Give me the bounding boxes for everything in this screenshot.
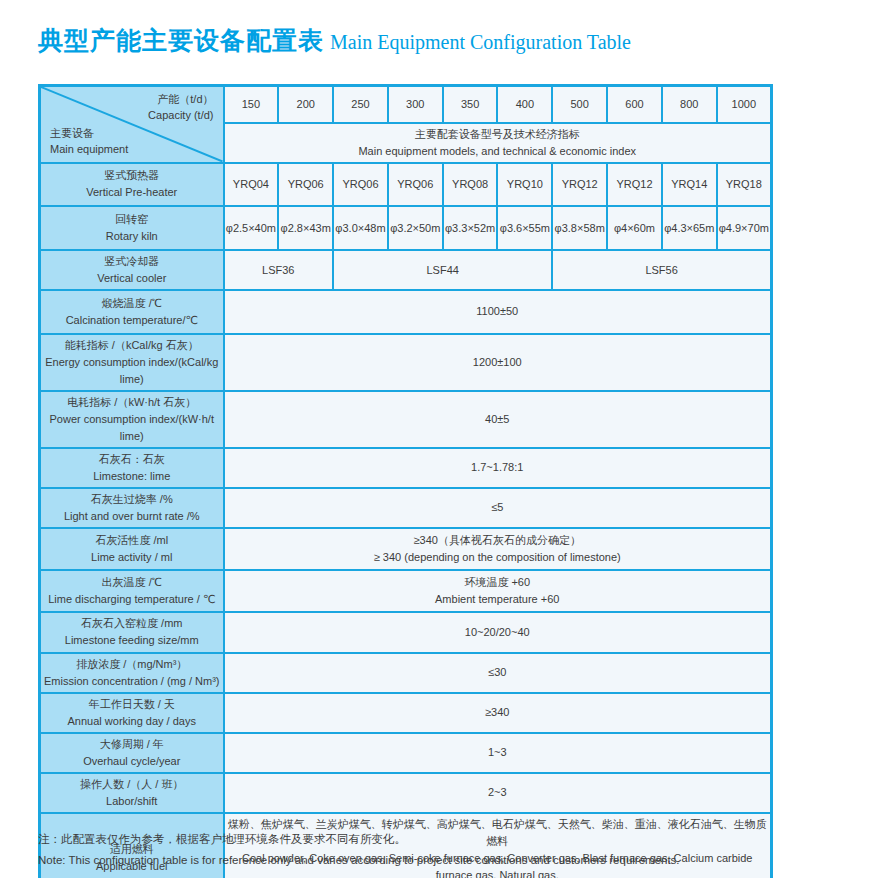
row-label-calcination-temperature: 煅烧温度 /℃Calcination temperature/℃ — [40, 290, 224, 334]
table-row-limestone-lime-ratio: 石灰石：石灰Limestone: lime1.7~1.78:1 — [40, 448, 772, 488]
value-cell-annual-working-days: ≥340 — [224, 693, 772, 733]
row-label-power-consumption-index: 电耗指标 /（kW·h/t 石灰）Power consumption index… — [40, 391, 224, 448]
capacity-header-cell: 250 — [333, 86, 388, 123]
table-row-rotary-kiln: 回转窑Rotary kilnφ2.5×40mφ2.8×43mφ3.0×48mφ3… — [40, 206, 772, 250]
value-cell-vertical-preheater: YRQ06 — [333, 163, 388, 206]
corner-capacity-label: 产能（t/d） Capacity (t/d) — [148, 91, 213, 123]
table-row-vertical-preheater: 竖式预热器Vertical Pre-heaterYRQ04YRQ06YRQ06Y… — [40, 163, 772, 206]
value-cell-rotary-kiln: φ3.8×58m — [552, 206, 607, 250]
capacity-header-cell: 200 — [278, 86, 333, 123]
value-cell-energy-consumption-index: 1200±100 — [224, 334, 772, 391]
value-cell-rotary-kiln: φ2.5×40m — [224, 206, 279, 250]
value-cell-vertical-preheater: YRQ18 — [717, 163, 772, 206]
table-row-light-over-burnt-rate: 石灰生过烧率 /%Light and over burnt rate /%≤5 — [40, 488, 772, 528]
row-label-overhaul-cycle: 大修周期 / 年Overhaul cycle/year — [40, 733, 224, 773]
capacity-header-cell: 500 — [552, 86, 607, 123]
value-cell-rotary-kiln: φ3.2×50m — [388, 206, 443, 250]
note-zh: 注：此配置表仅作为参考，根据客户地理环境条件及要求不同有所变化。 — [38, 829, 680, 850]
table-wrap: 产能（t/d） Capacity (t/d) 主要设备 Main equipme… — [38, 84, 773, 878]
value-cell-vertical-cooler: LSF56 — [552, 250, 771, 290]
value-cell-calcination-temperature: 1100±50 — [224, 290, 772, 334]
row-label-annual-working-days: 年工作日天数 / 天Annual working day / days — [40, 693, 224, 733]
value-cell-limestone-lime-ratio: 1.7~1.78:1 — [224, 448, 772, 488]
value-cell-rotary-kiln: φ4.9×70m — [717, 206, 772, 250]
row-label-limestone-feeding-size: 石灰石入窑粒度 /mmLimestone feeding size/mm — [40, 612, 224, 653]
table-row-limestone-feeding-size: 石灰石入窑粒度 /mmLimestone feeding size/mm10~2… — [40, 612, 772, 653]
value-cell-vertical-cooler: LSF44 — [333, 250, 552, 290]
value-cell-emission-concentration: ≤30 — [224, 653, 772, 693]
value-cell-lime-activity: ≥340（具体视石灰石的成分确定）≥ 340 (depending on the… — [224, 528, 772, 570]
page-title-zh: 典型产能主要设备配置表 — [38, 27, 324, 54]
row-label-energy-consumption-index: 能耗指标 /（kCal/kg 石灰）Energy consumption ind… — [40, 334, 224, 391]
table-row-annual-working-days: 年工作日天数 / 天Annual working day / days≥340 — [40, 693, 772, 733]
value-cell-rotary-kiln: φ2.8×43m — [278, 206, 333, 250]
page-title-en: Main Equipment Configuration Table — [330, 31, 631, 53]
table-row-labor-per-shift: 操作人数 /（人 / 班）Labor/shift2~3 — [40, 773, 772, 813]
value-cell-vertical-preheater: YRQ06 — [388, 163, 443, 206]
subheader-cell: 主要配套设备型号及技术经济指标 Main equipment models, a… — [224, 123, 772, 163]
page-title: 典型产能主要设备配置表 Main Equipment Configuration … — [38, 24, 631, 57]
capacity-header-cell: 1000 — [717, 86, 772, 123]
table-row-emission-concentration: 排放浓度 /（mg/Nm³）Emission concentration / (… — [40, 653, 772, 693]
row-label-vertical-preheater: 竖式预热器Vertical Pre-heater — [40, 163, 224, 206]
value-cell-rotary-kiln: φ3.6×55m — [497, 206, 552, 250]
corner-equipment-label: 主要设备 Main equipment — [50, 125, 128, 157]
value-cell-vertical-preheater: YRQ14 — [662, 163, 717, 206]
table-row-overhaul-cycle: 大修周期 / 年Overhaul cycle/year1~3 — [40, 733, 772, 773]
row-label-vertical-cooler: 竖式冷却器Vertical cooler — [40, 250, 224, 290]
table-row-lime-activity: 石灰活性度 /mlLime activity / ml≥340（具体视石灰石的成… — [40, 528, 772, 570]
note-en: Note: This configuration table is for re… — [38, 850, 680, 871]
value-cell-light-over-burnt-rate: ≤5 — [224, 488, 772, 528]
corner-cell: 产能（t/d） Capacity (t/d) 主要设备 Main equipme… — [40, 86, 224, 163]
capacity-header-row: 产能（t/d） Capacity (t/d) 主要设备 Main equipme… — [40, 86, 772, 123]
row-label-labor-per-shift: 操作人数 /（人 / 班）Labor/shift — [40, 773, 224, 813]
row-label-light-over-burnt-rate: 石灰生过烧率 /%Light and over burnt rate /% — [40, 488, 224, 528]
row-label-emission-concentration: 排放浓度 /（mg/Nm³）Emission concentration / (… — [40, 653, 224, 693]
row-label-limestone-lime-ratio: 石灰石：石灰Limestone: lime — [40, 448, 224, 488]
capacity-header-cell: 300 — [388, 86, 443, 123]
value-cell-rotary-kiln: φ4×60m — [607, 206, 662, 250]
row-label-lime-activity: 石灰活性度 /mlLime activity / ml — [40, 528, 224, 570]
value-cell-vertical-preheater: YRQ06 — [278, 163, 333, 206]
value-cell-rotary-kiln: φ3.0×48m — [333, 206, 388, 250]
capacity-header-cell: 350 — [443, 86, 498, 123]
capacity-header-cell: 150 — [224, 86, 279, 123]
table-row-lime-discharging-temperature: 出灰温度 /℃Lime discharging temperature / ℃环… — [40, 570, 772, 612]
table-row-power-consumption-index: 电耗指标 /（kW·h/t 石灰）Power consumption index… — [40, 391, 772, 448]
value-cell-vertical-preheater: YRQ08 — [443, 163, 498, 206]
value-cell-overhaul-cycle: 1~3 — [224, 733, 772, 773]
row-label-rotary-kiln: 回转窑Rotary kiln — [40, 206, 224, 250]
capacity-header-cell: 400 — [497, 86, 552, 123]
value-cell-vertical-preheater: YRQ04 — [224, 163, 279, 206]
value-cell-rotary-kiln: φ4.3×65m — [662, 206, 717, 250]
value-cell-limestone-feeding-size: 10~20/20~40 — [224, 612, 772, 653]
value-cell-vertical-cooler: LSF36 — [224, 250, 334, 290]
value-cell-labor-per-shift: 2~3 — [224, 773, 772, 813]
capacity-header-cell: 600 — [607, 86, 662, 123]
table-row-energy-consumption-index: 能耗指标 /（kCal/kg 石灰）Energy consumption ind… — [40, 334, 772, 391]
row-label-lime-discharging-temperature: 出灰温度 /℃Lime discharging temperature / ℃ — [40, 570, 224, 612]
equipment-configuration-table: 产能（t/d） Capacity (t/d) 主要设备 Main equipme… — [38, 84, 773, 878]
value-cell-vertical-preheater: YRQ12 — [552, 163, 607, 206]
value-cell-rotary-kiln: φ3.3×52m — [443, 206, 498, 250]
table-row-calcination-temperature: 煅烧温度 /℃Calcination temperature/℃1100±50 — [40, 290, 772, 334]
value-cell-vertical-preheater: YRQ10 — [497, 163, 552, 206]
value-cell-vertical-preheater: YRQ12 — [607, 163, 662, 206]
table-row-vertical-cooler: 竖式冷却器Vertical coolerLSF36LSF44LSF56 — [40, 250, 772, 290]
capacity-header-cell: 800 — [662, 86, 717, 123]
value-cell-power-consumption-index: 40±5 — [224, 391, 772, 448]
notes: 注：此配置表仅作为参考，根据客户地理环境条件及要求不同有所变化。 Note: T… — [38, 829, 680, 871]
value-cell-lime-discharging-temperature: 环境温度 +60Ambient temperature +60 — [224, 570, 772, 612]
